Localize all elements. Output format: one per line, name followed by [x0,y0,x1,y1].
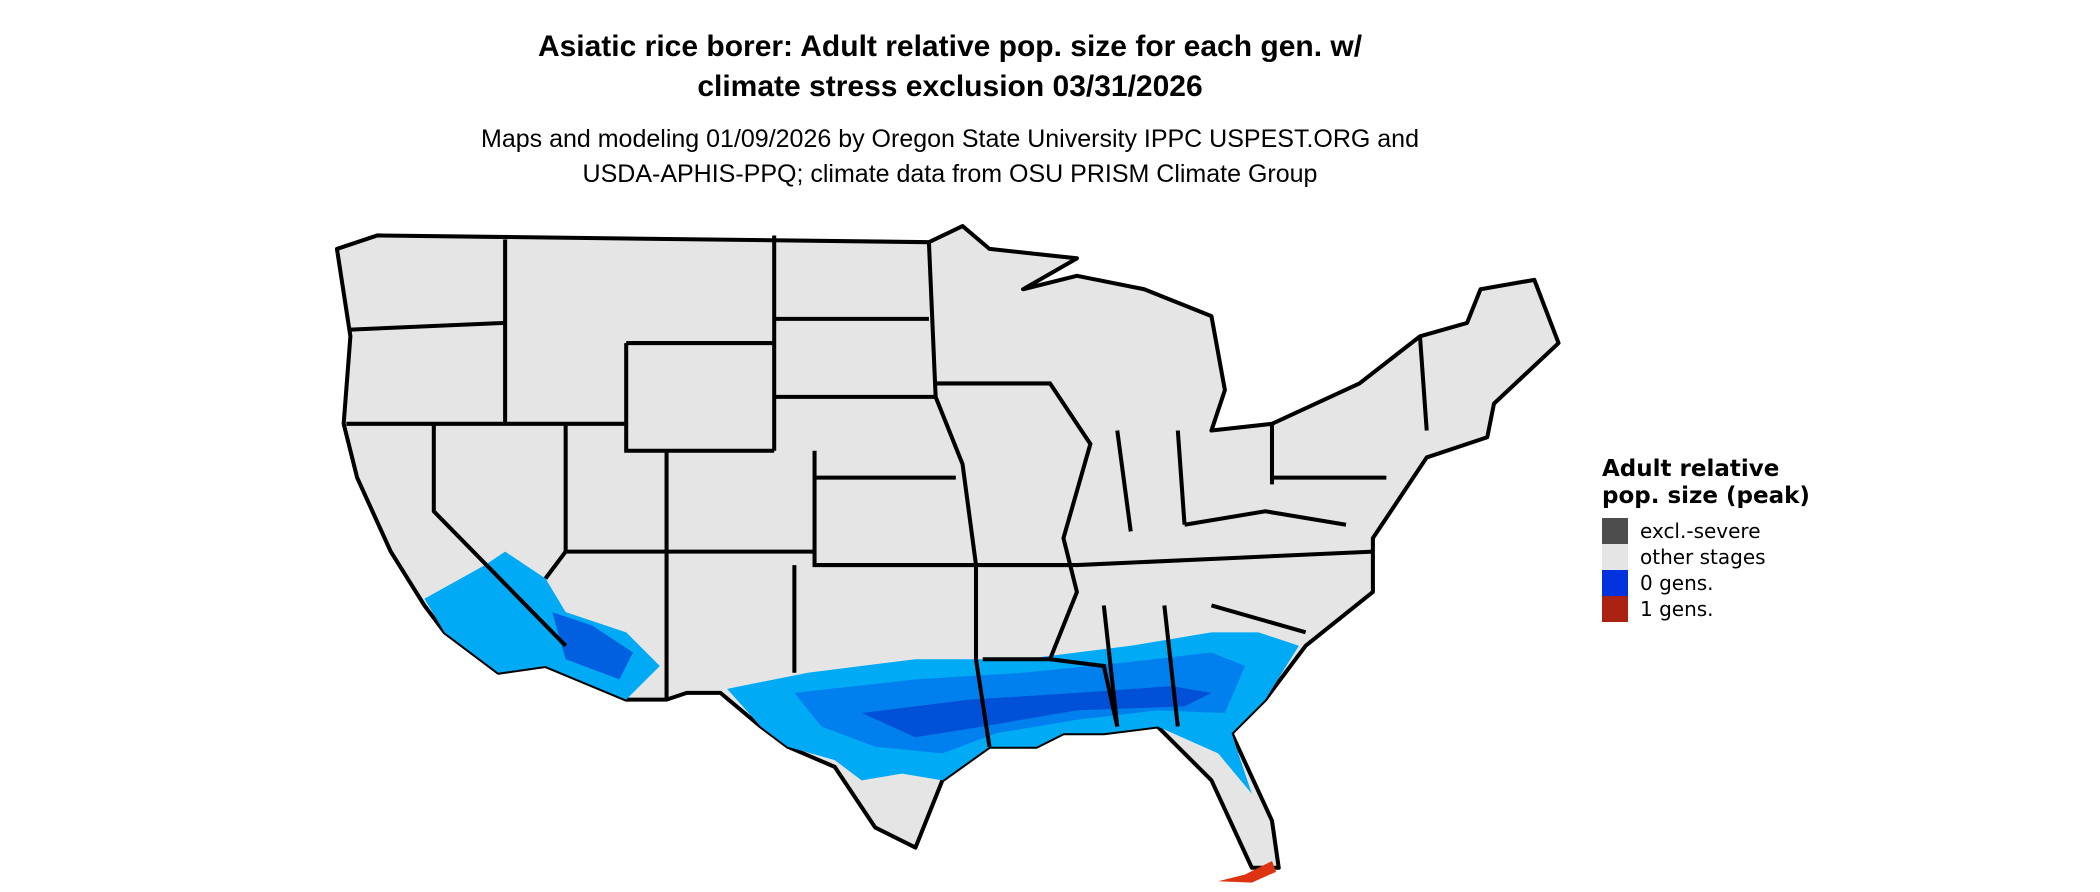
legend-item-other-stages: other stages [1602,544,1822,570]
map-subtitle-line-1: Maps and modeling 01/09/2026 by Oregon S… [481,125,1419,153]
map-title-line-2: climate stress exclusion 03/31/2026 [697,70,1203,103]
legend-title: Adult relative pop. size (peak) [1602,456,1810,509]
legend-label: 1 gens. [1640,597,1714,621]
southwest-dark-blue [552,612,633,680]
legend-label: 0 gens. [1640,571,1714,595]
map-legend: Adult relative pop. size (peak) excl.-se… [1602,456,1822,622]
legend-label: other stages [1640,545,1766,569]
state-borders [346,235,1429,748]
legend-item-excl-severe: excl.-severe [1602,518,1822,544]
legend-swatch [1602,544,1628,570]
activity-regions [424,551,1299,883]
legend-swatch [1602,570,1628,596]
legend-swatch [1602,596,1628,622]
legend-item-1-gens: 1 gens. [1602,596,1822,622]
legend-swatch [1602,518,1628,544]
map-title-line-1: Asiatic rice borer: Adult relative pop. … [537,30,1363,63]
legend-label: excl.-severe [1640,519,1761,543]
legend-item-0-gens: 0 gens. [1602,570,1822,596]
map-subtitle-line-2: USDA-APHIS-PPQ; climate data from OSU PR… [582,160,1318,188]
gulf-dark-blue [861,686,1212,738]
florida-keys-red [1218,861,1277,883]
